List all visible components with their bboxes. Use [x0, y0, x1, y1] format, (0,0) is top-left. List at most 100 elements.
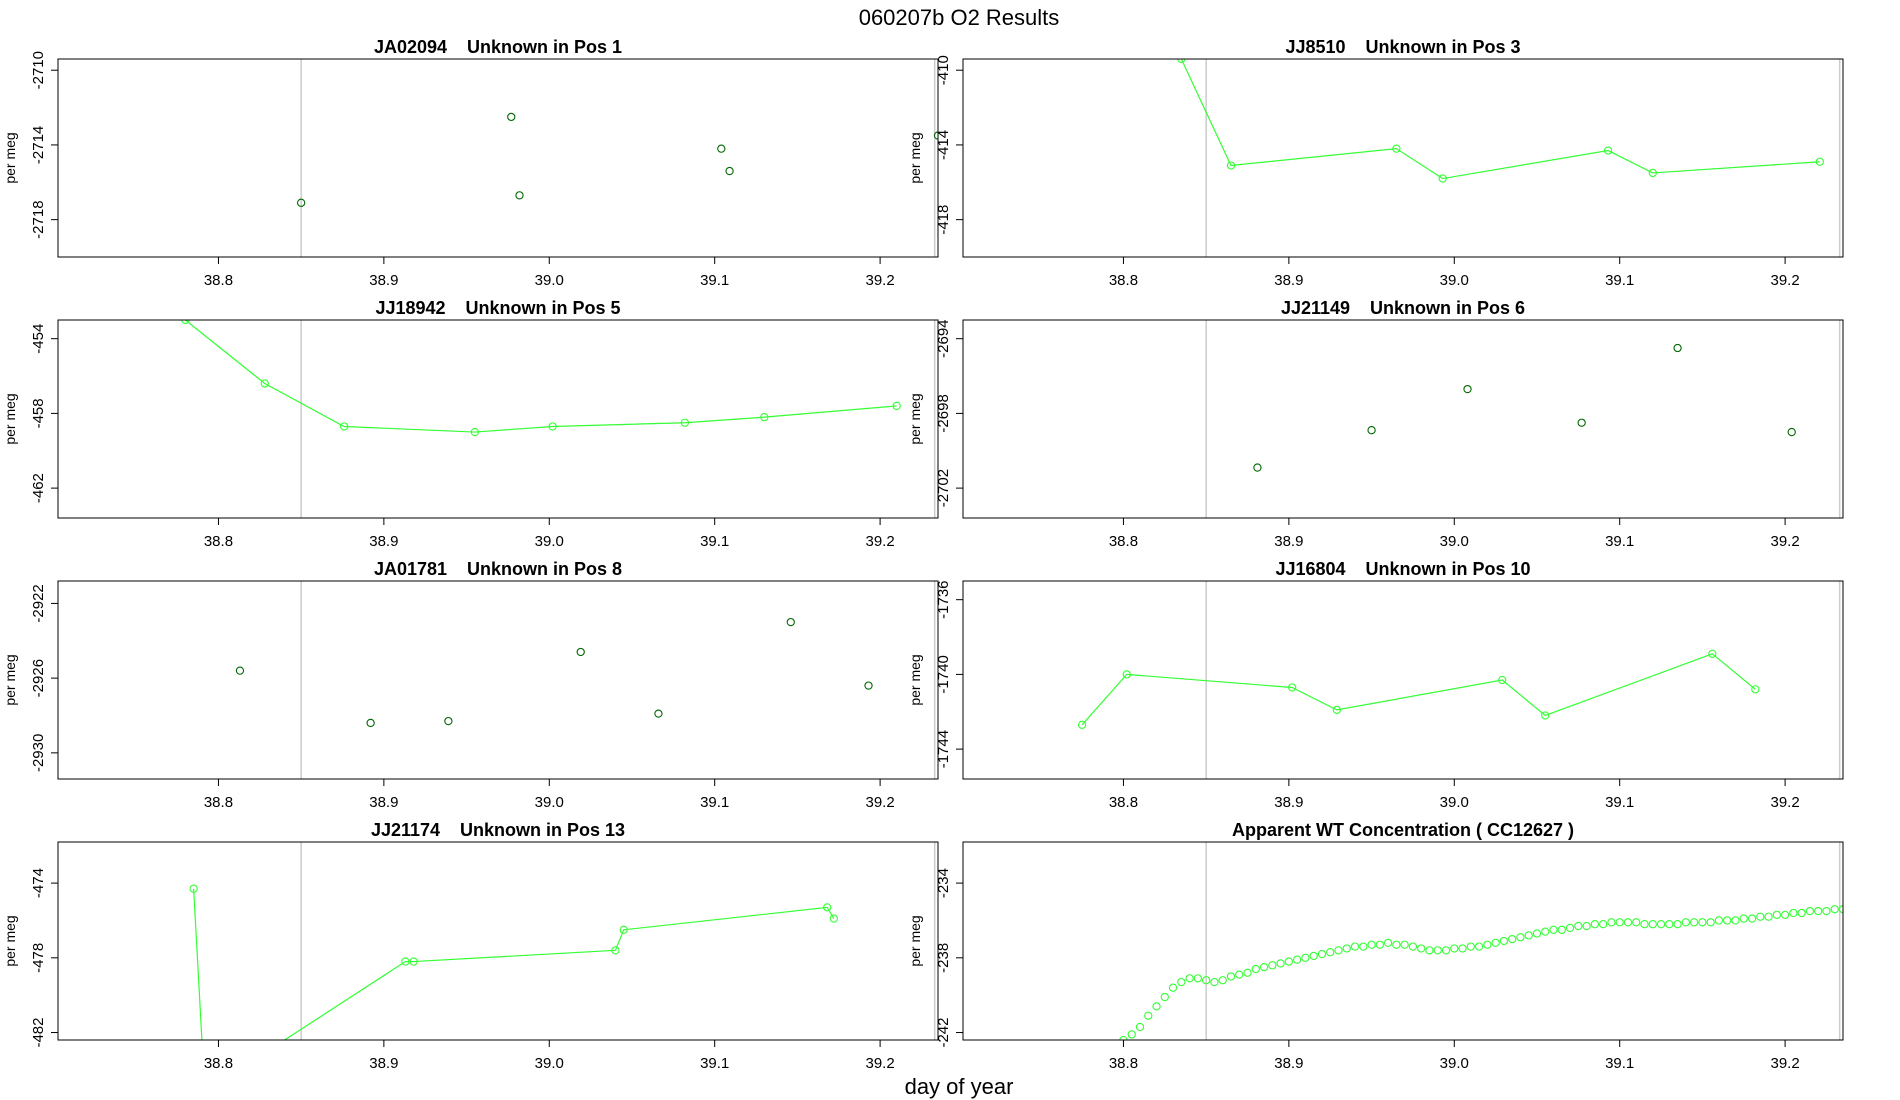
data-point: [1599, 920, 1608, 929]
x-tick-label: 39.0: [535, 1055, 564, 1072]
series-line: [284, 906, 835, 1040]
figure-title: 060207b O2 Results: [859, 5, 1060, 30]
data-point: [1698, 918, 1707, 927]
x-tick-label: 38.8: [1109, 1055, 1138, 1072]
x-tick-label: 39.2: [866, 794, 895, 811]
series-line: [1081, 653, 1756, 726]
data-point: [1392, 940, 1401, 949]
data-point: [1458, 944, 1467, 953]
data-series: [189, 884, 838, 1040]
data-point: [1590, 920, 1600, 929]
data-point: [654, 709, 663, 718]
data-point: [1218, 976, 1227, 985]
data-point: [1226, 161, 1236, 170]
data-point: [1122, 670, 1131, 679]
y-axis-label: per meg: [2, 915, 18, 966]
data-point: [1350, 942, 1360, 951]
data-point: [1288, 683, 1297, 692]
panels-group: JA02094 Unknown in Pos 1 per meg 38.8 38.9 3…: [2, 37, 1855, 1072]
data-point: [1135, 1022, 1145, 1032]
x-tick-label: 38.9: [369, 1055, 398, 1072]
plot-frame: [57, 58, 939, 258]
x-tick-label: 38.9: [1274, 272, 1303, 289]
data-point: [1772, 910, 1781, 919]
y-axis-label: per meg: [2, 393, 18, 444]
x-tick-label: 39.2: [866, 1055, 895, 1072]
data-series: [297, 112, 938, 207]
x-tick-label: 39.1: [1605, 794, 1634, 811]
x-tick-label: 39.1: [1605, 272, 1634, 289]
y-tick-label: -1736: [935, 580, 952, 618]
data-point: [1332, 705, 1341, 715]
x-tick-label: 39.0: [535, 533, 564, 550]
data-point: [1708, 649, 1717, 658]
y-tick-label: -2926: [30, 659, 47, 697]
panel-4: JJ21149 Unknown in Pos 6 per meg 38.8 38.9 3…: [907, 298, 1844, 550]
data-point: [892, 401, 901, 411]
data-point: [1751, 685, 1760, 694]
data-point: [576, 647, 585, 657]
x-tick-label: 39.0: [535, 794, 564, 811]
data-point: [1848, 904, 1855, 911]
data-point: [1681, 918, 1691, 927]
data-point: [1276, 959, 1285, 968]
data-point: [1577, 418, 1586, 427]
y-tick-label: -1740: [935, 655, 952, 693]
figure-xlabel: day of year: [905, 1074, 1014, 1099]
y-tick-label: -418: [935, 205, 952, 235]
panel-8: Apparent WT Concentration ( CC12627 ) per…: [907, 820, 1855, 1072]
panel-title: JJ21149 Unknown in Pos 6: [1281, 298, 1525, 318]
data-point: [1077, 720, 1087, 729]
data-point: [409, 957, 418, 966]
y-axis-label: per meg: [2, 654, 18, 705]
data-point: [1177, 977, 1186, 987]
data-point: [1780, 910, 1790, 919]
data-point: [1574, 921, 1583, 931]
plot-frame: [57, 580, 939, 780]
x-tick-label: 38.9: [1274, 794, 1303, 811]
data-point: [1450, 944, 1459, 953]
data-point: [1375, 940, 1384, 949]
data-point: [1235, 970, 1244, 979]
data-point: [181, 320, 190, 325]
data-point: [1292, 955, 1302, 964]
y-tick-label: -2702: [935, 469, 952, 507]
data-point: [1243, 968, 1252, 977]
plot-frame: [57, 841, 939, 1041]
data-point: [548, 422, 557, 431]
data-point: [1516, 933, 1525, 942]
data-point: [1210, 977, 1219, 987]
data-point: [235, 666, 245, 675]
data-series: [1119, 904, 1855, 1040]
data-point: [1723, 916, 1732, 925]
data-point: [611, 946, 620, 955]
data-point: [1797, 908, 1806, 918]
x-tick-label: 38.9: [369, 272, 398, 289]
data-point: [717, 144, 726, 153]
data-series: [235, 617, 873, 728]
data-point: [297, 198, 306, 207]
data-point: [1689, 918, 1699, 927]
data-point: [1474, 942, 1484, 951]
data-point: [1814, 906, 1823, 916]
data-point: [1714, 916, 1724, 925]
data-point: [1673, 343, 1682, 353]
data-series: [1077, 649, 1760, 729]
data-point: [1359, 942, 1368, 951]
data-point: [1615, 918, 1624, 927]
y-tick-label: -2922: [30, 584, 47, 622]
data-point: [725, 166, 734, 176]
data-point: [1706, 918, 1715, 927]
data-point: [1309, 951, 1318, 961]
data-series: [181, 320, 901, 437]
data-point: [1334, 946, 1343, 955]
y-tick-label: -238: [935, 943, 952, 973]
data-point: [1549, 925, 1558, 934]
data-point: [1648, 920, 1657, 929]
data-point: [1623, 918, 1633, 927]
x-tick-label: 39.1: [700, 1055, 729, 1072]
x-tick-label: 38.8: [1109, 794, 1138, 811]
data-point: [1640, 920, 1649, 929]
x-tick-label: 38.8: [204, 533, 233, 550]
data-point: [507, 112, 516, 122]
